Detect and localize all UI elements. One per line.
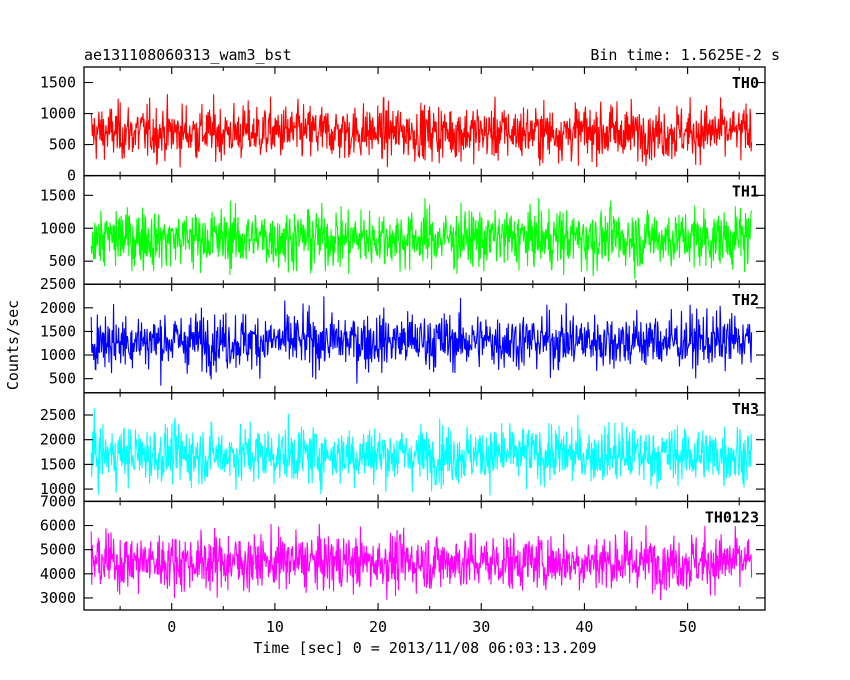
- y-tick-label: 500: [49, 370, 76, 388]
- panel-label: TH3: [732, 400, 759, 418]
- y-tick-label: 5000: [40, 541, 76, 559]
- panel-label: TH0: [732, 74, 759, 92]
- y-tick-label: 1500: [40, 322, 76, 340]
- series-line-th3: [90, 408, 753, 496]
- y-tick-label: 3000: [40, 589, 76, 607]
- y-tick-label: 2500: [40, 275, 76, 293]
- y-tick-label: 1500: [40, 74, 76, 92]
- y-tick-label: 0: [67, 167, 76, 185]
- y-tick-label: 6000: [40, 517, 76, 535]
- y-tick-label: 2000: [40, 431, 76, 449]
- panel-th0123: 3000 4000 5000 6000 7000 TH0123: [40, 492, 766, 611]
- series-line-th0: [90, 94, 753, 168]
- y-tick-label: 500: [49, 136, 76, 154]
- y-tick-label: 1000: [40, 480, 76, 498]
- panel-th3: 1000 1500 2000 2500 TH3: [40, 392, 766, 503]
- y-tick-label: 1500: [40, 455, 76, 473]
- x-tick-label: 50: [679, 618, 697, 636]
- y-tick-label: 1000: [40, 105, 76, 123]
- panels: 0 500 1000 1500 TH0 500 1000 1500 TH1 500 1000 1500…: [40, 66, 766, 611]
- y-tick-label: 500: [49, 252, 76, 270]
- panel-label: TH1: [732, 183, 759, 201]
- series-line-th2: [90, 296, 753, 386]
- y-tick-label: 1500: [40, 186, 76, 204]
- y-tick-label: 7000: [40, 492, 76, 510]
- y-axis-label: Counts/sec: [4, 300, 22, 390]
- panel-label: TH2: [732, 291, 759, 309]
- y-tick-label: 1000: [40, 346, 76, 364]
- x-axis: 0 10 20 30 40 50: [167, 618, 696, 636]
- obs-id-title: ae131108060313_wam3_bst: [84, 46, 292, 64]
- y-tick-label: 2500: [40, 406, 76, 424]
- x-tick-label: 0: [167, 618, 176, 636]
- panel-frame: [83, 500, 766, 611]
- y-tick-label: 2000: [40, 299, 76, 317]
- y-tick-label: 1000: [40, 219, 76, 237]
- series-line-th0123: [90, 523, 753, 601]
- x-tick-label: 30: [472, 618, 490, 636]
- panel-th1: 500 1000 1500 TH1: [40, 174, 766, 285]
- x-axis-label: Time [sec] 0 = 2013/11/08 06:03:13.209: [253, 639, 596, 657]
- series-line-th1: [90, 197, 753, 279]
- y-tick-label: 4000: [40, 565, 76, 583]
- x-tick-label: 10: [266, 618, 284, 636]
- x-tick-label: 40: [575, 618, 593, 636]
- panel-th0: 0 500 1000 1500 TH0: [40, 66, 766, 185]
- panel-label: TH0123: [705, 508, 759, 526]
- panel-th2: 500 1000 1500 2000 2500 TH2: [40, 275, 766, 394]
- bin-time-label: Bin time: 1.5625E-2 s: [590, 46, 780, 64]
- x-tick-label: 20: [369, 618, 387, 636]
